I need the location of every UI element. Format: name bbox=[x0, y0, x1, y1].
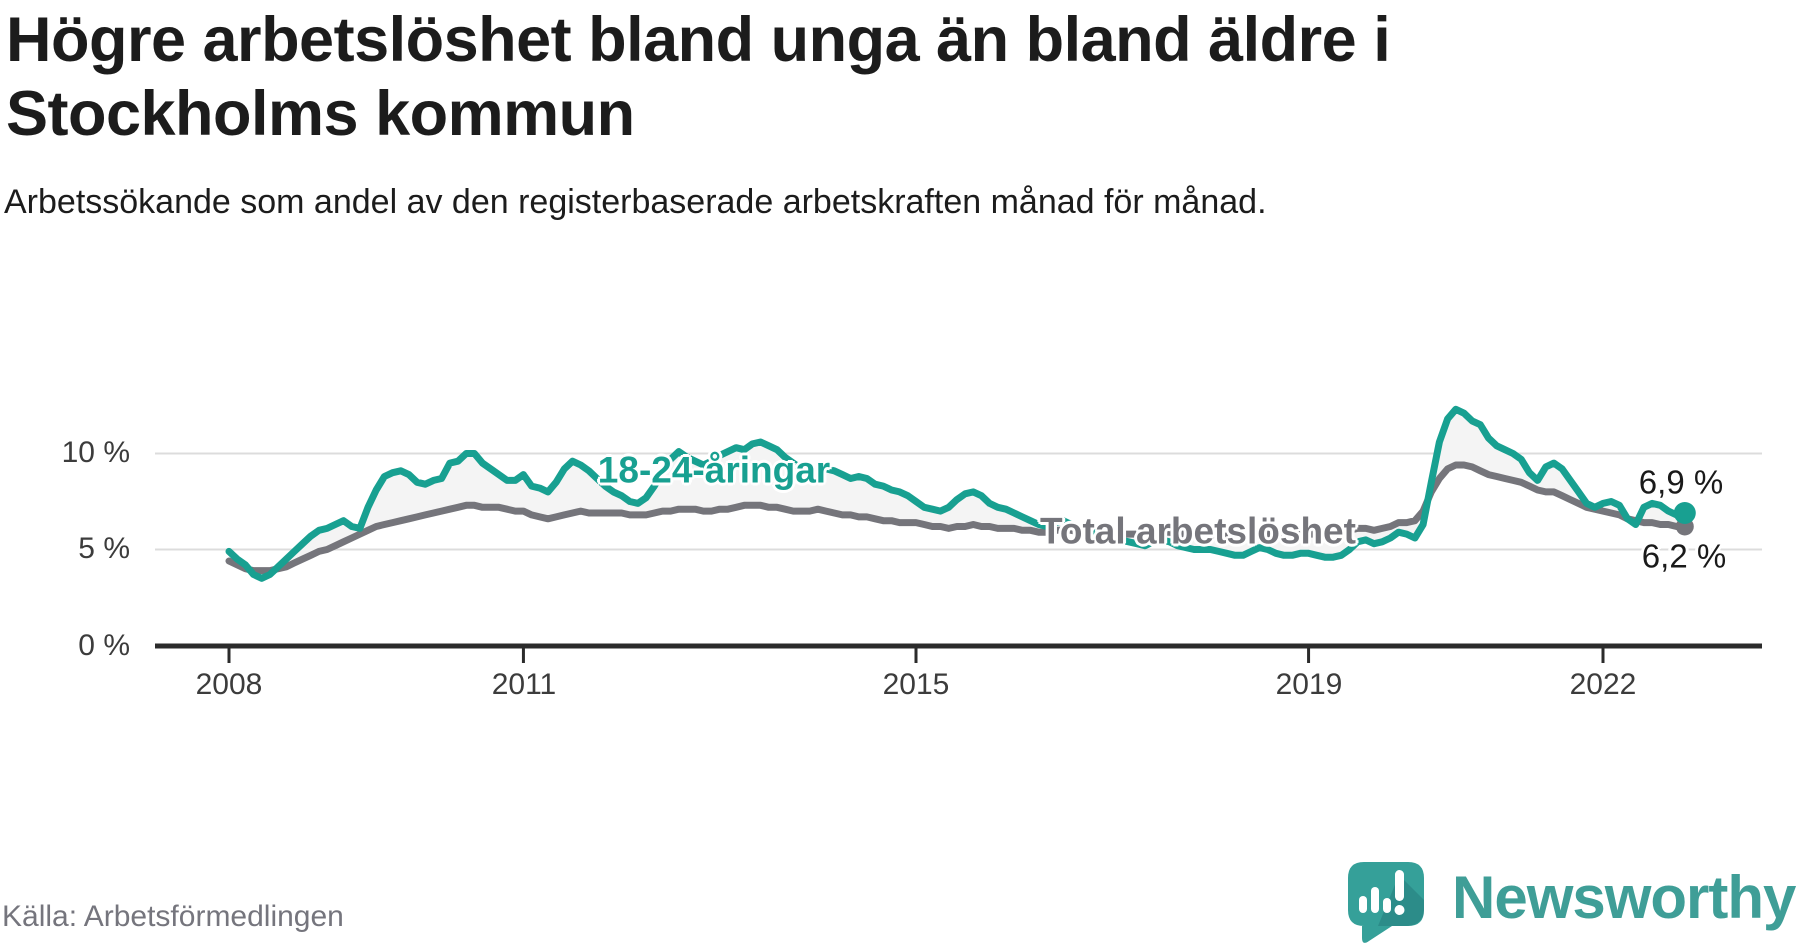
line-youth bbox=[225, 405, 1689, 582]
x-axis-label-2015: 2015 bbox=[882, 668, 950, 701]
x-axis-label-2019: 2019 bbox=[1275, 668, 1343, 701]
end-dot-youth bbox=[1673, 502, 1696, 525]
end-value-youth: 6,9 % bbox=[1638, 463, 1724, 501]
x-axis-label-2011: 2011 bbox=[491, 668, 557, 701]
x-axis-label-2022: 2022 bbox=[1569, 668, 1637, 701]
page-title: Högre arbetslöshet bland unga än bland ä… bbox=[6, 5, 1391, 149]
source-note: Källa: Arbetsförmedlingen bbox=[2, 900, 344, 933]
line-total bbox=[225, 461, 1689, 575]
newsworthy-wordmark: Newsworthy bbox=[1452, 864, 1796, 931]
series-label-total: Total arbetslöshet bbox=[1040, 510, 1356, 552]
x-axis-label-2008: 2008 bbox=[195, 668, 263, 701]
newsworthy-logo[interactable]: Newsworthy bbox=[1346, 859, 1800, 947]
y-axis-label-5: 5 % bbox=[78, 532, 130, 565]
end-value-total: 6,2 % bbox=[1641, 537, 1727, 575]
page-subtitle: Arbetssökande som andel av den registerb… bbox=[4, 183, 1267, 221]
fill-between-series bbox=[229, 409, 1685, 579]
y-axis-label-10: 10 % bbox=[61, 436, 130, 469]
newsworthy-logo-icon bbox=[1348, 862, 1424, 943]
y-axis-label-0: 0 % bbox=[78, 629, 130, 662]
series-label-youth: 18-24-åringar bbox=[597, 449, 831, 491]
